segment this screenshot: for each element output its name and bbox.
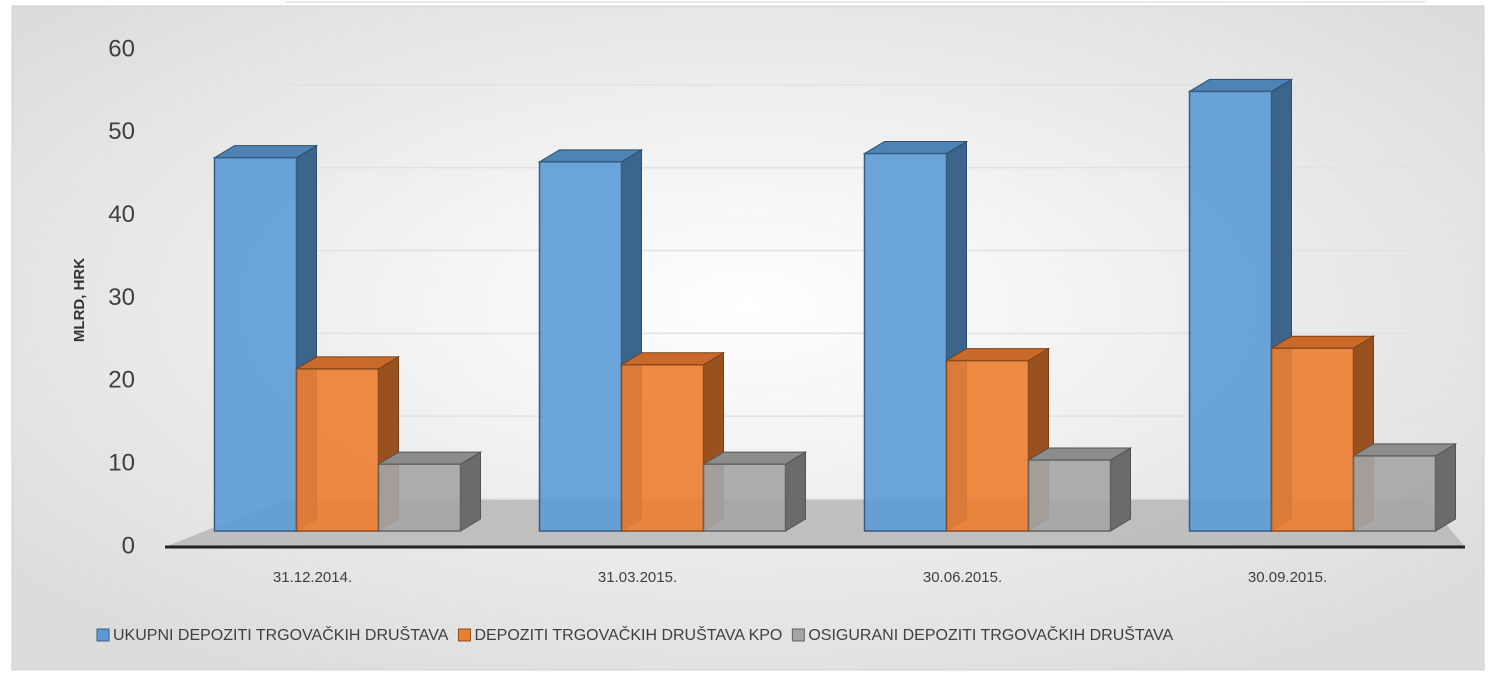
y-tick-label: 30 — [108, 284, 135, 311]
bar — [1352, 455, 1437, 532]
y-axis-label: MLRD, HRK — [71, 258, 88, 342]
bar — [702, 463, 787, 532]
y-tick-label: 50 — [108, 118, 135, 145]
bar — [1188, 90, 1273, 532]
bar — [945, 359, 1030, 532]
bar — [377, 463, 462, 532]
bar — [1027, 459, 1112, 532]
bar-side — [460, 451, 481, 532]
legend-swatch — [96, 628, 110, 642]
legend-swatch — [457, 628, 471, 642]
legend-label: UKUPNI DEPOZITI TRGOVAČKIH DRUŠTAVA — [113, 625, 449, 644]
legend-swatch — [791, 628, 805, 642]
bar — [213, 156, 298, 532]
bar-side — [1110, 447, 1131, 532]
y-tick-label: 60 — [108, 35, 135, 62]
legend-label: DEPOZITI TRGOVAČKIH DRUŠTAVA KPO — [474, 625, 782, 644]
bar — [863, 152, 948, 532]
bar-side — [1435, 443, 1456, 532]
bar — [620, 364, 705, 532]
y-tick-label: 20 — [108, 367, 135, 394]
y-tick-label: 10 — [108, 450, 135, 477]
floor — [165, 499, 1465, 547]
y-tick-label: 40 — [108, 201, 135, 228]
x-tick-label: 31.12.2014. — [273, 569, 352, 586]
bar — [295, 368, 380, 532]
bar — [1270, 347, 1355, 532]
bar — [538, 161, 623, 532]
y-tick-label: 0 — [122, 532, 135, 559]
legend-label: OSIGURANI DEPOZITI TRGOVAČKIH DRUŠTAVA — [808, 625, 1173, 644]
x-tick-label: 30.06.2015. — [923, 569, 1002, 586]
x-tick-label: 31.03.2015. — [598, 569, 677, 586]
legend: UKUPNI DEPOZITI TRGOVAČKIH DRUŠTAVA DEPOZ… — [96, 625, 1173, 644]
x-tick-label: 30.09.2015. — [1248, 569, 1327, 586]
bar-side — [785, 451, 806, 532]
